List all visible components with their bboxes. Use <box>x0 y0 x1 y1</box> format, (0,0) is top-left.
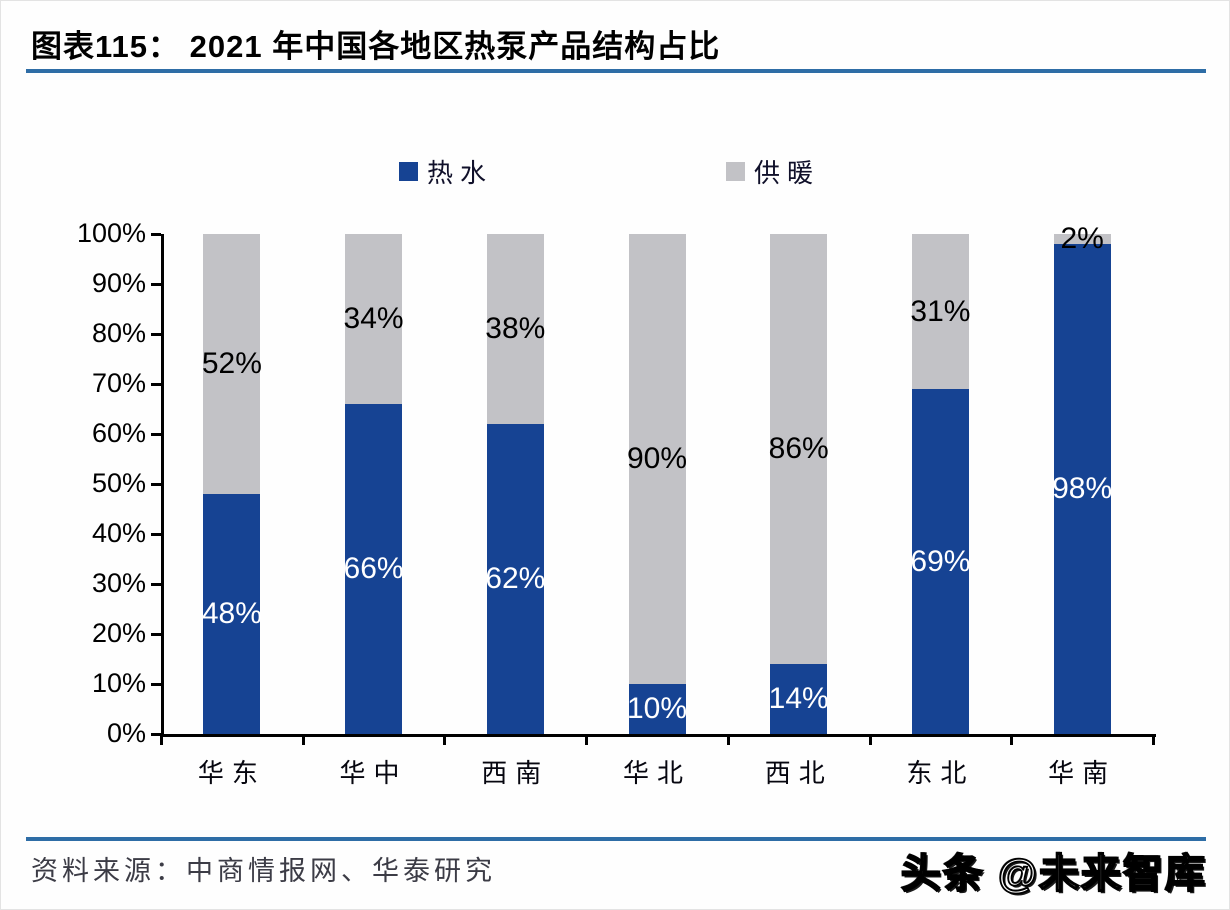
data-label-hot-water: 69% <box>910 544 971 578</box>
legend-item-heating: 供暖 <box>726 153 820 190</box>
bar-segment-hot-water <box>1053 244 1111 734</box>
bar-segment-hot-water <box>345 404 403 734</box>
bar-segment-hot-water <box>203 494 261 734</box>
y-axis-tick-label: 90% <box>91 268 146 298</box>
bar-segment-heating <box>628 234 686 684</box>
x-axis-category-label: 华北 <box>622 759 692 788</box>
footer-rule <box>26 837 1206 841</box>
y-axis-tick-mark <box>151 633 161 636</box>
data-label-heating: 34% <box>343 302 404 335</box>
data-label-hot-water: 48% <box>201 597 262 630</box>
x-axis-tick-mark <box>160 734 163 745</box>
y-axis-tick-mark <box>151 433 161 436</box>
bar-segment-heating <box>345 234 403 404</box>
y-axis-tick-label: 40% <box>91 518 146 548</box>
x-axis-line <box>161 734 1156 737</box>
x-axis-tick-mark <box>1152 734 1155 745</box>
bar-segment-hot-water <box>911 389 969 734</box>
y-axis-tick-label: 20% <box>91 618 146 648</box>
data-label-heating: 52% <box>201 347 262 380</box>
y-axis-tick-label: 70% <box>91 368 146 398</box>
legend-item-hot-water: 热水 <box>399 153 493 190</box>
y-axis-tick-mark <box>151 233 161 236</box>
y-axis-tick-label: 30% <box>91 568 146 598</box>
y-axis-tick-label: 60% <box>91 418 146 448</box>
data-label-hot-water: 66% <box>343 552 404 585</box>
y-axis-tick-mark <box>151 483 161 486</box>
y-axis-tick-label: 0% <box>106 718 146 748</box>
bar-segment-hot-water <box>770 664 828 734</box>
legend-swatch-hot-water-icon <box>399 162 418 181</box>
x-axis-tick-mark <box>1010 734 1014 745</box>
data-label-hot-water: 14% <box>768 682 829 715</box>
data-label-heating: 2% <box>1060 222 1104 255</box>
y-axis-line <box>161 234 164 737</box>
x-axis-category-label: 西北 <box>764 759 833 788</box>
x-axis-tick-mark <box>585 734 589 745</box>
x-axis-tick-mark <box>726 734 730 745</box>
x-axis-category-label: 华中 <box>339 759 408 788</box>
data-label-hot-water: 98% <box>1052 472 1113 505</box>
legend-swatch-heating-icon <box>726 162 745 181</box>
legend-label-hot-water: 热水 <box>427 159 494 188</box>
data-label-heating: 86% <box>768 432 829 465</box>
legend-label-heating: 供暖 <box>754 159 821 188</box>
x-axis-category-label: 东北 <box>906 759 975 788</box>
x-axis-tick-mark <box>301 734 305 745</box>
y-axis-tick-label: 100% <box>76 218 146 248</box>
y-axis-tick-mark <box>151 383 161 386</box>
x-axis-tick-mark <box>443 734 447 745</box>
bar-segment-heating <box>1053 234 1111 244</box>
y-axis-tick-mark <box>151 283 161 286</box>
bar-segment-heating <box>770 234 828 664</box>
y-axis-tick-label: 10% <box>91 668 146 698</box>
y-axis-tick-mark <box>151 533 161 536</box>
bar-segment-heating <box>911 234 969 389</box>
y-axis-tick-mark <box>151 733 161 736</box>
source-text: 资料来源：中商情报网、华泰研究 <box>31 856 496 886</box>
title-underline <box>26 69 1206 73</box>
bar-segment-heating <box>486 234 544 424</box>
chart-title: 图表115： 2021 年中国各地区热泵产品结构占比 <box>31 29 721 64</box>
bar-segment-heating <box>203 234 261 494</box>
watermark-text: 头条 @未来智库 <box>900 851 1207 897</box>
data-label-hot-water: 62% <box>485 562 546 595</box>
x-axis-category-label: 华南 <box>1048 759 1117 788</box>
data-label-hot-water: 10% <box>626 692 688 725</box>
x-axis-category-label: 华东 <box>197 759 266 788</box>
y-axis-tick-label: 50% <box>91 468 146 498</box>
y-axis-tick-mark <box>151 333 161 336</box>
x-axis-category-label: 西南 <box>481 759 550 788</box>
y-axis-tick-mark <box>151 683 161 686</box>
bar-segment-hot-water <box>628 684 686 734</box>
x-axis-tick-mark <box>868 734 872 745</box>
data-label-heating: 31% <box>910 294 971 328</box>
bar-segment-hot-water <box>486 424 544 734</box>
data-label-heating: 90% <box>626 442 688 475</box>
y-axis-tick-label: 80% <box>91 318 146 348</box>
y-axis-tick-mark <box>151 583 161 586</box>
data-label-heating: 38% <box>485 312 546 345</box>
